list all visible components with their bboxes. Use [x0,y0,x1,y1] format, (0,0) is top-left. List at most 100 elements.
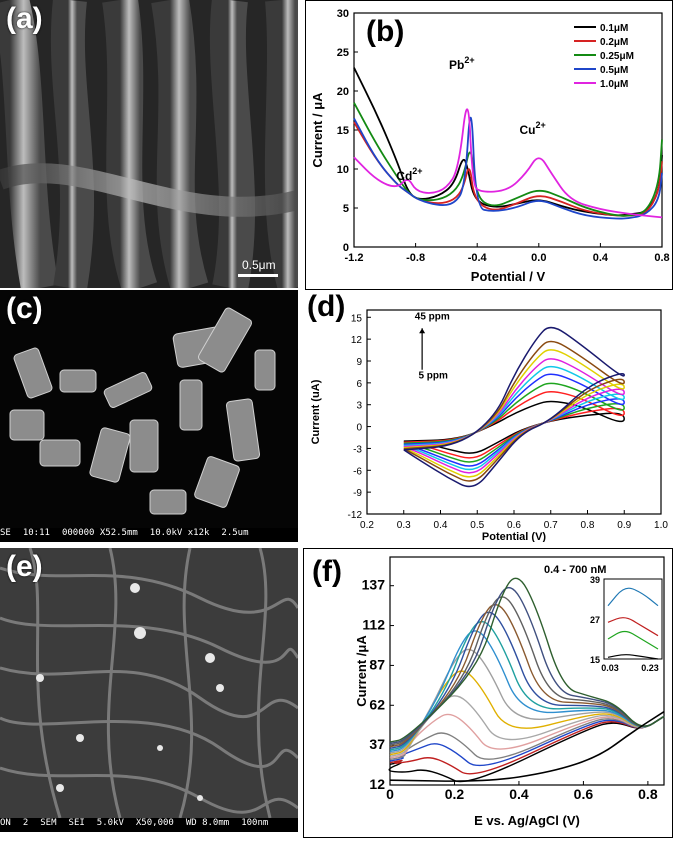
y-axis-label: Current / μA [310,92,325,168]
concentration-annotation-1: 5 ppm [418,370,448,381]
peak-annotation-0: Cd2+ [396,166,422,183]
x-tick-label: 0.3 [397,520,411,531]
x-tick-label: 0.2 [445,786,465,802]
x-tick-label: 0.8 [638,786,658,802]
panel-a-label: (a) [6,2,43,35]
inset-curve-3 [607,654,659,660]
chart-f-title: 0.4 - 700 nM [544,564,606,576]
legend-label-2: 0.25μM [600,51,634,62]
x-tick-label: 0.7 [544,520,558,531]
y-tick-label: 6 [356,379,362,390]
peak-annotation-2: Cu2+ [520,120,546,137]
dpv-curve-2 [389,715,665,767]
dpv-curve-5 [389,695,665,757]
chart-b-svg: -1.2 -0.8 -0.4 0.0 0.4 0.8 0 5 10 15 20 25 30 Potenti… [310,8,670,284]
panel-f-label: (f) [312,555,342,588]
x-tick-label: 0.2 [360,520,374,531]
legend-label-1: 0.2μM [600,37,628,48]
info-e-6: WD 8.0mm [185,818,230,828]
y-tick-label: 30 [337,8,349,20]
scale-bar-label: 0.5μm [242,258,276,272]
y-tick-label: 137 [362,577,386,593]
cv-curve-8 [403,326,625,488]
dpv-curve-14 [389,577,665,743]
panel-d-chart: 0.2 0.3 0.4 0.5 0.6 0.7 0.8 0.9 1.0 -12 -9 -6 -3 0 3 6 9… [305,290,671,542]
x-tick-label: 0.4 [593,252,609,264]
y-tick-label: 15 [337,125,349,137]
y-tick-label: 10 [337,164,349,176]
arrow-head [419,328,426,334]
y-tick-label: -3 [353,444,362,455]
panel-c-label: (c) [6,292,43,325]
y-tick-label: 25 [337,47,349,59]
info-e-5: X50,000 [135,818,174,828]
inset-curve-0 [607,587,659,607]
x-tick-label: 0.5 [470,520,484,531]
x-axis-label: Potential / V [471,269,546,284]
y-tick-label: -6 [353,466,362,477]
plot-frame [389,556,665,786]
x-axis-label: E vs. Ag/AgCl (V) [474,813,580,828]
panel-a-sem-image: (a) 0.5μm [0,0,298,288]
x-tick-label: -1.2 [345,252,364,264]
sem-info-bar-e: ON 2 SEM SEI 5.0kV X50,000 WD 8.0mm 100nm [0,818,298,832]
info-e-4: 5.0kV [96,818,124,828]
cv-curve-6 [403,349,625,478]
cv-curve-4 [403,365,625,471]
concentration-annotation-0: 45 ppm [415,311,450,322]
cv-curve-5 [403,358,625,474]
y-tick-label: 87 [369,656,385,672]
legend-label-4: 1.0μM [600,79,628,90]
cv-curve-0 [403,400,625,454]
y-tick-label: 12 [351,335,363,346]
info-e-0: ON [0,818,11,828]
x-tick-label: 0.6 [507,520,521,531]
scale-bar [238,274,278,277]
x-tick-label: -0.4 [468,252,488,264]
cv-curve-3 [403,373,625,467]
y-axis-label: Current (uA) [310,379,322,444]
sem-info-bar-c: SE 10:11 000000 X52.5mm 10.0kV x12k 2.5um [0,528,298,542]
y-tick-label: 0 [343,242,349,254]
blank-curve [389,711,665,782]
dpv-curve-1 [389,715,665,775]
legend-label-0: 0.1μM [600,23,628,34]
info-c-2: 000000 X52.5mm [61,528,138,538]
y-axis-label: Current /μA [354,635,369,707]
info-c-4: 2.5um [221,528,249,538]
panel-c-sem-image: (c) SE 10:11 000000 X52.5mm 10.0kV x12k 2.5u… [0,290,298,542]
chart-d-svg: 0.2 0.3 0.4 0.5 0.6 0.7 0.8 0.9 1.0 -12 -9 -6 -3 0 3 6 9… [310,309,668,542]
y-tick-label: 15 [351,313,363,324]
panel-d-label: (d) [307,290,346,323]
y-tick-label: -9 [353,488,362,499]
y-tick-label: 9 [356,357,362,368]
panel-e-sem-image: (e) ON 2 SEM SEI 5.0kV X50,000 WD 8.0mm 100nm [0,548,298,832]
y-tick-label: 20 [337,86,349,98]
inset-y-tick-label: 15 [590,655,600,665]
info-c-0: SE [0,528,11,538]
inset-curve-2 [607,630,659,650]
particle-micrograph [0,290,298,542]
x-tick-label: 0.4 [434,520,448,531]
y-tick-label: 3 [356,401,362,412]
series-line-4 [353,108,663,219]
cv-curve-7 [403,340,625,482]
x-tick-label: 0.6 [574,786,594,802]
x-tick-label: 0.0 [531,252,546,264]
network-micrograph [0,548,298,832]
dpv-curve-3 [389,715,665,761]
x-axis-label: Potential (V) [482,531,547,542]
y-tick-label: 0 [356,423,362,434]
nanofiber-micrograph [0,0,298,288]
series-line-2 [353,102,663,217]
info-e-1: 2 [22,818,29,828]
peak-annotation-1: Pb2+ [449,55,475,72]
panel-e-label: (e) [6,550,43,583]
cv-curve-1 [403,390,625,459]
x-tick-label: 0.9 [617,520,631,531]
info-c-1: 10:11 [22,528,50,538]
inset-x-tick-label: 0.03 [601,663,619,673]
x-tick-label: 0.8 [581,520,595,531]
x-tick-label: 0 [386,786,394,802]
panel-f-chart: 0 0.2 0.4 0.6 0.8 12 37 62 87 112 137 E vs. Ag/AgCl… [303,548,673,838]
